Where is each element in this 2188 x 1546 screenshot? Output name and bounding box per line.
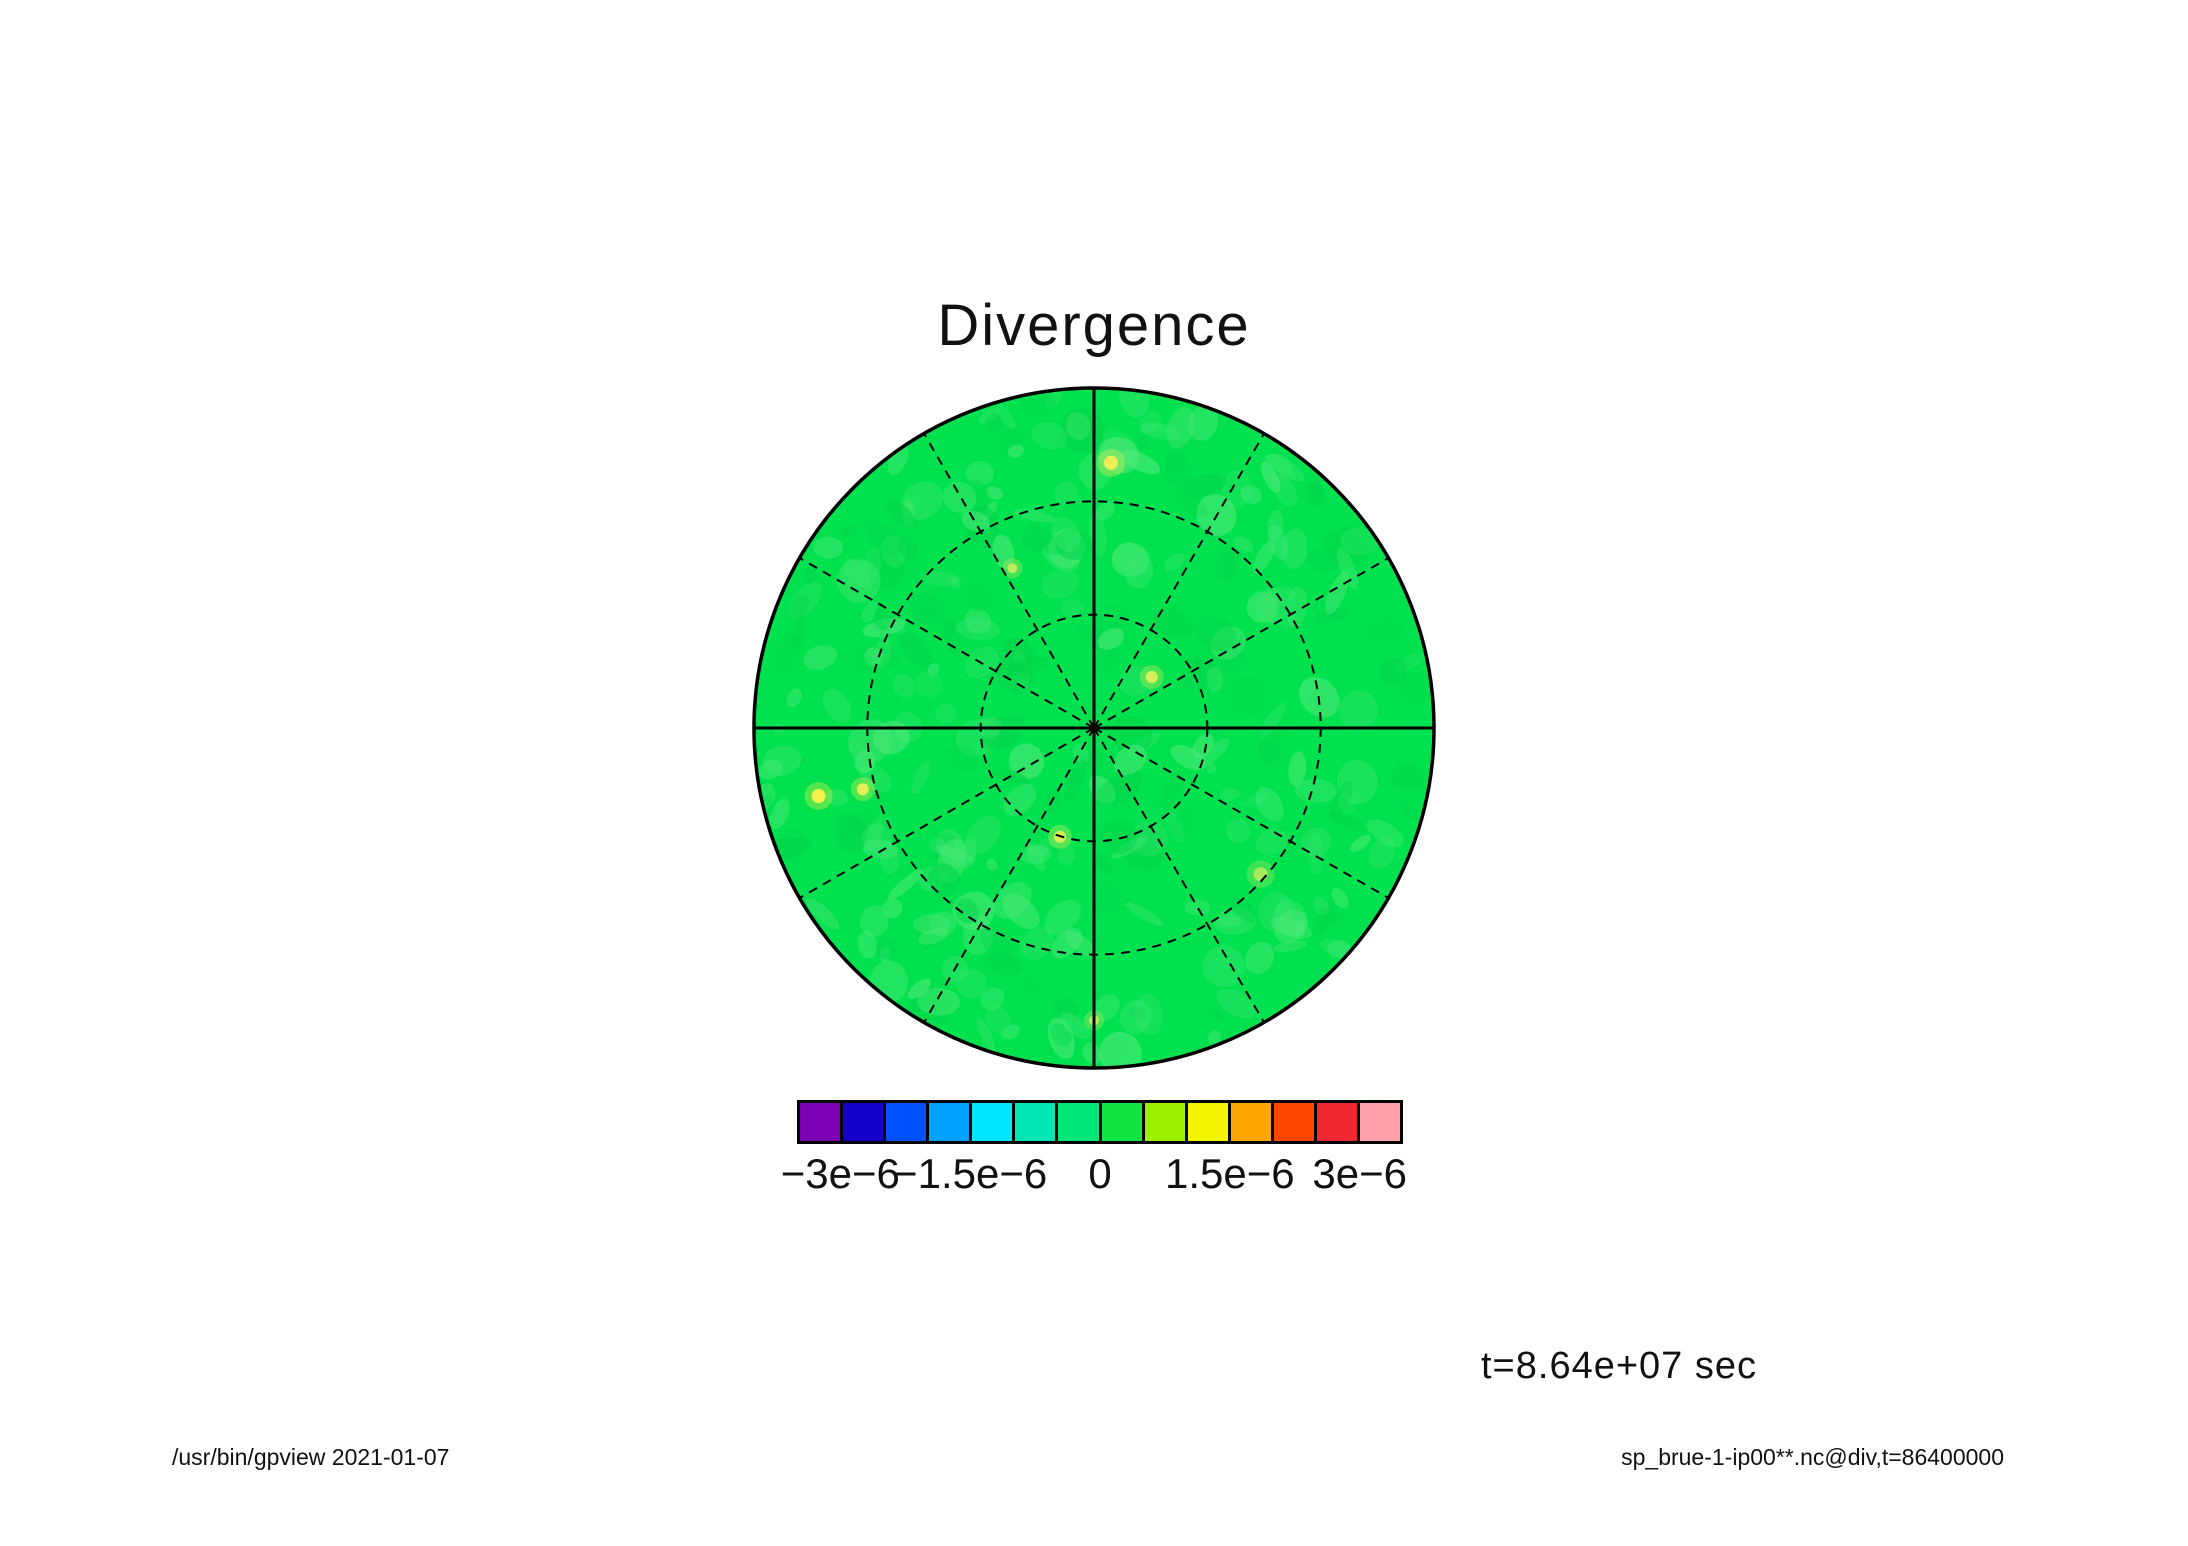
colorbar-cell <box>1357 1103 1401 1141</box>
colorbar <box>797 1100 1403 1144</box>
colorbar-cell <box>800 1103 841 1141</box>
colorbar-labels: −3e−6 −1.5e−6 0 1.5e−6 3e−6 <box>781 1150 1407 1202</box>
map-graticule <box>754 388 1434 1068</box>
colorbar-cell <box>1313 1103 1358 1141</box>
colorbar-cell <box>1141 1103 1185 1141</box>
colorbar-tick-label: 1.5e−6 <box>1165 1150 1295 1197</box>
colorbar-cell <box>969 1103 1013 1141</box>
colorbar-cell <box>1055 1103 1099 1141</box>
divergence-map <box>752 386 1436 1070</box>
map-border <box>752 386 1436 1070</box>
colorbar-cell <box>1098 1103 1142 1141</box>
colorbar-cell <box>1227 1103 1271 1141</box>
colorbar-cell <box>1184 1103 1228 1141</box>
colorbar-tick-label: 0 <box>1088 1150 1112 1197</box>
time-label: t=8.64e+07 sec <box>1481 1345 1757 1387</box>
footer-filename: sp_brue-1-ip00**.nc@div,t=86400000 <box>1621 1444 2004 1470</box>
colorbar-cell <box>1012 1103 1056 1141</box>
colorbar-tick-label: −1.5e−6 <box>893 1150 1048 1197</box>
map-hotspots <box>804 448 1275 1031</box>
footer-command: /usr/bin/gpview 2021-01-07 <box>172 1444 450 1470</box>
colorbar-tick-label: 3e−6 <box>1312 1150 1408 1197</box>
chart-title: Divergence <box>937 293 1251 358</box>
colorbar-cell <box>926 1103 970 1141</box>
colorbar-cell <box>883 1103 927 1141</box>
colorbar-cell <box>1270 1103 1314 1141</box>
map-noise-texture <box>755 388 1428 1068</box>
colorbar-cell <box>840 1103 884 1141</box>
colorbar-tick-label: −3e−6 <box>780 1150 900 1197</box>
